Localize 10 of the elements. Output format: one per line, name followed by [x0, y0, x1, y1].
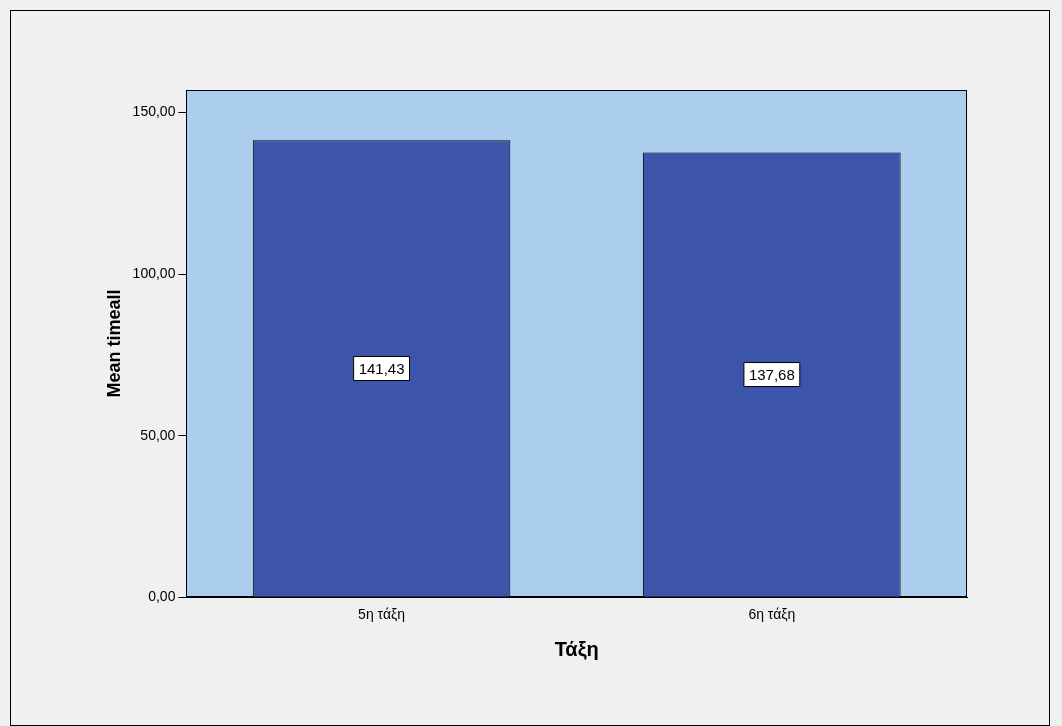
- y-tick-label: 150,00: [132, 103, 176, 120]
- y-tick-label: 0,00: [148, 588, 176, 605]
- y-axis-title: Mean timeall: [103, 289, 124, 398]
- y-tick-label: 50,00: [140, 426, 176, 443]
- x-axis-title: Τάξη: [554, 637, 599, 660]
- data-label: 137,68: [748, 365, 795, 383]
- y-tick-label: 100,00: [132, 265, 176, 281]
- x-tick-label: 5η τάξη: [358, 606, 406, 623]
- x-tick-label: 6η τάξη: [748, 606, 796, 623]
- data-label: 141,43: [358, 359, 405, 377]
